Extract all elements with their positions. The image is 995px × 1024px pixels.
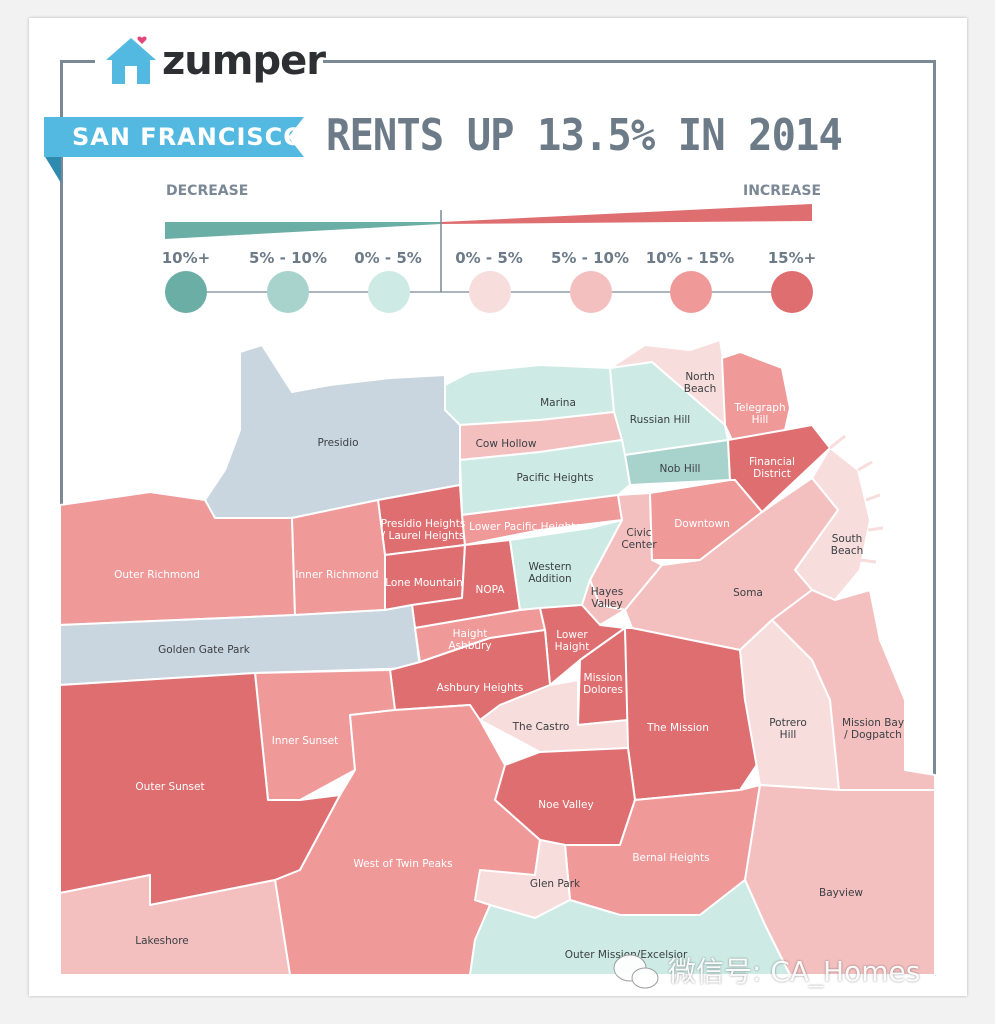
legend-dot	[570, 271, 612, 313]
label-outer-richmond: Outer Richmond	[114, 569, 200, 581]
legend-bucket-label: 5% - 10%	[248, 249, 328, 267]
label-line: Potrero	[769, 717, 807, 729]
label-civic-center: Civic Center	[621, 527, 657, 551]
neighborhood-lakeshore	[59, 874, 291, 976]
legend-bucket-label: 15%+	[767, 249, 817, 267]
piers	[829, 434, 884, 564]
neighborhood-hayes-valley	[581, 579, 626, 626]
watermark: 微信号: CA_Homes	[668, 955, 921, 988]
label-potrero-hill: Potrero Hill	[769, 717, 807, 741]
label-line: Financial	[749, 456, 795, 468]
label-line: Beach	[831, 545, 864, 557]
label-hayes-valley: Hayes Valley	[591, 586, 623, 610]
label-lower-haight: Lower Haight	[555, 629, 590, 653]
legend-increase-label: INCREASE	[743, 183, 822, 199]
label-line: Hayes	[591, 586, 623, 598]
label-financial-district: Financial District	[749, 456, 795, 480]
legend-bucket-label: 5% - 10%	[550, 249, 630, 267]
label-glen-park: Glen Park	[530, 878, 581, 890]
label-telegraph-hill: Telegraph Hill	[733, 402, 785, 426]
label-haight-ashbury: Haight Ashbury	[448, 628, 491, 652]
label-nopa: NOPA	[476, 584, 506, 596]
neighborhood-telegraph-hill	[721, 351, 791, 441]
label-inner-richmond: Inner Richmond	[295, 569, 378, 581]
label-south-beach: South Beach	[831, 533, 864, 557]
legend-dot	[670, 271, 712, 313]
label-ashbury-heights: Ashbury Heights	[437, 682, 524, 694]
legend-dot	[771, 271, 813, 313]
label-golden-gate-park: Golden Gate Park	[158, 644, 251, 656]
label-line: Lower	[556, 629, 588, 641]
legend-dot	[165, 271, 207, 313]
legend-dot	[469, 271, 511, 313]
label-lakeshore: Lakeshore	[135, 935, 189, 947]
label-lower-pacific-heights: Lower Pacific Heights	[469, 521, 581, 533]
label-line: Civic	[626, 527, 651, 539]
label-presidio: Presidio	[317, 437, 358, 449]
legend-dot	[368, 271, 410, 313]
wechat-icon	[613, 954, 659, 989]
brand-name: zumper	[162, 38, 326, 84]
legend-increase-wedge	[441, 204, 812, 224]
city-ribbon	[44, 117, 304, 157]
label-line: Hill	[780, 729, 797, 741]
label-mission-dolores: Mission Dolores	[583, 672, 623, 696]
ribbon-fold	[44, 155, 61, 183]
label-bayview: Bayview	[819, 887, 863, 899]
label-lone-mountain: Lone Mountain	[385, 577, 462, 589]
label-nob-hill: Nob Hill	[660, 463, 701, 475]
label-line: / Dogpatch	[844, 729, 902, 741]
label-line: Beach	[684, 383, 717, 395]
label-pacific-heights: Pacific Heights	[517, 472, 594, 484]
label-inner-sunset: Inner Sunset	[272, 735, 339, 747]
label-line: North	[685, 371, 714, 383]
legend-decrease-label: DECREASE	[166, 183, 249, 199]
label-line: Mission Bay	[842, 717, 904, 729]
label-line: Valley	[591, 598, 622, 610]
label-line: Center	[621, 539, 657, 551]
neighborhood-soma	[624, 477, 839, 651]
label-line: Dolores	[583, 684, 623, 696]
city-name: SAN FRANCISCO	[72, 123, 305, 151]
neighborhood-mission-bay-dogpatch	[771, 589, 936, 801]
label-outer-sunset: Outer Sunset	[135, 781, 204, 793]
label-presidio-heights: Presidio Heights / Laurel Heights	[381, 518, 466, 542]
label-west-of-twin-peaks: West of Twin Peaks	[353, 858, 452, 870]
neighborhood-inner-richmond	[291, 499, 386, 616]
map-labels: Presidio Marina Russian Hill North Beach …	[114, 371, 904, 961]
label-line: Addition	[528, 573, 571, 585]
label-soma: Soma	[733, 587, 763, 599]
label-line: Ashbury	[448, 640, 491, 652]
label-marina: Marina	[540, 397, 576, 409]
legend-bucket-label: 0% - 5%	[354, 249, 422, 267]
label-downtown: Downtown	[674, 518, 730, 530]
label-russian-hill: Russian Hill	[630, 414, 690, 426]
label-mission-bay-dogpatch: Mission Bay / Dogpatch	[842, 717, 904, 741]
legend-bucket-label: 10%+	[161, 249, 211, 267]
label-line: District	[753, 468, 791, 480]
label-line: Haight	[453, 628, 488, 640]
label-the-mission: The Mission	[646, 722, 709, 734]
legend-decrease-wedge	[165, 222, 441, 239]
label-line: Telegraph	[733, 402, 785, 414]
label-line: Mission	[584, 672, 623, 684]
label-north-beach: North Beach	[684, 371, 717, 395]
label-line: Hill	[752, 414, 769, 426]
neighborhood-outer-mission-excelsior	[469, 879, 791, 976]
label-cow-hollow: Cow Hollow	[476, 438, 537, 450]
legend-bucket-label: 10% - 15%	[645, 249, 735, 267]
label-bernal-heights: Bernal Heights	[632, 852, 709, 864]
label-line: South	[832, 533, 863, 545]
headline: RENTS UP 13.5% IN 2014	[326, 110, 843, 161]
label-line: Presidio Heights	[381, 518, 466, 530]
label-noe-valley: Noe Valley	[538, 799, 593, 811]
label-line: Western	[528, 561, 571, 573]
label-line: / Laurel Heights	[382, 530, 465, 542]
legend-dot	[267, 271, 309, 313]
legend-bucket-label: 0% - 5%	[455, 249, 523, 267]
label-the-castro: The Castro	[512, 721, 570, 733]
label-western-addition: Western Addition	[528, 561, 571, 585]
label-line: Haight	[555, 641, 590, 653]
